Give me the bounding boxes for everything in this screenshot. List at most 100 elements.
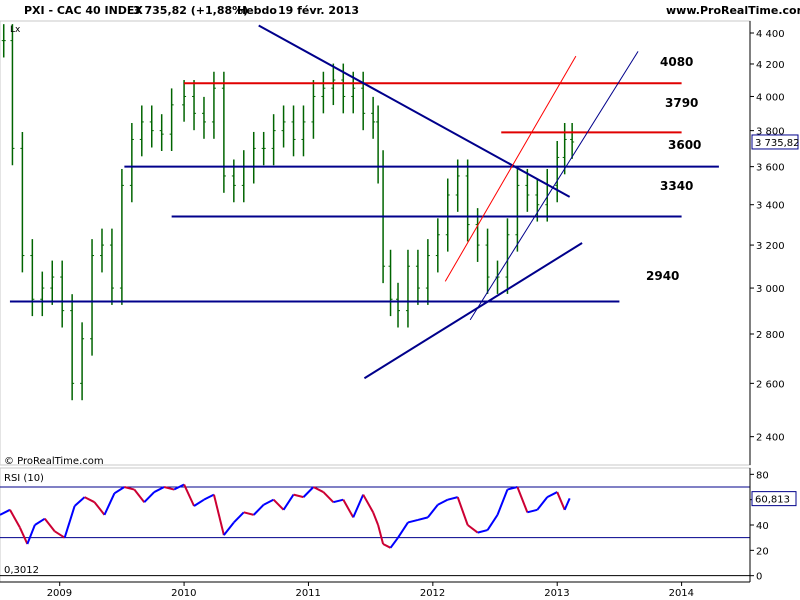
rsi-line-segment — [312, 486, 324, 493]
rsi-line-segment — [372, 511, 380, 526]
rsi-line-segment — [389, 537, 399, 549]
rsi-line-segment — [382, 543, 392, 549]
rsi-line-segment — [417, 516, 429, 521]
rsi-line-segment — [362, 494, 375, 513]
price-ytick-label: 4 000 — [756, 92, 785, 103]
chart-header: PXI - CAC 40 INDEX 3 735,82 (+1,88%) Heb… — [0, 0, 800, 22]
rsi-line-segment — [282, 494, 295, 511]
xtick-label: 2011 — [295, 588, 320, 599]
level-label-3790: 3790 — [665, 96, 698, 110]
rsi-plot-area — [0, 467, 751, 583]
price-ytick-label: 3 400 — [756, 201, 785, 212]
rsi-line-segment — [407, 518, 419, 524]
rsi-line-segment — [223, 521, 235, 536]
rsi-line-segment — [18, 527, 29, 545]
xtick-label: 2013 — [544, 588, 569, 599]
price-ytick-label: 2 600 — [756, 379, 785, 390]
rsi-title: RSI (10) — [4, 473, 44, 484]
rsi-line-segment — [397, 521, 409, 539]
level-label-3340: 3340 — [660, 179, 693, 193]
price-ytick-label: 3 800 — [756, 127, 785, 138]
xtick-label: 2014 — [669, 588, 694, 599]
price-ytick-label: 3 600 — [756, 163, 785, 174]
xtick-label: 2009 — [47, 588, 72, 599]
rsi-line-segment — [352, 494, 365, 518]
rsi-line-segment — [322, 491, 335, 503]
time-axis-area — [0, 582, 800, 600]
price-plot-area — [0, 20, 751, 466]
rsi-line-segment — [496, 489, 509, 516]
rsi-line-segment — [302, 486, 315, 498]
time-axis: 2009 2010 2011 2012 2013 2014 — [0, 581, 800, 600]
xtick-label: 2012 — [420, 588, 445, 599]
rsi-line-segment — [556, 491, 566, 511]
price-ytick-label: 3 000 — [756, 284, 785, 295]
rsi-line-segment — [34, 517, 46, 526]
xtick-label: 2010 — [171, 588, 196, 599]
rsi-line-segment — [63, 505, 76, 538]
rsi-last-value-box — [751, 491, 797, 507]
rsi-line-segment — [84, 496, 95, 504]
rsi-line-segment — [333, 498, 344, 504]
rsi-line-segment — [516, 486, 529, 513]
corner-label: Lx — [10, 25, 21, 35]
rsi-line-segment — [293, 493, 304, 499]
price-axis-area — [750, 21, 800, 465]
rsi-line-segment — [563, 498, 571, 511]
rsi-line-segment — [212, 494, 225, 536]
last-value-box — [751, 134, 799, 150]
price-panel: 4080 3790 3600 3340 2940 2 400 2 600 2 800 3 00… — [0, 20, 800, 467]
price-ytick-label: 4 200 — [756, 60, 785, 71]
rsi-line-segment — [133, 488, 146, 503]
rsi-line-segment — [272, 498, 285, 511]
rsi-ytick-label: 40 — [756, 521, 769, 532]
rsi-line-segment — [54, 530, 66, 539]
rsi-line-segment — [203, 493, 215, 501]
rsi-line-segment — [93, 501, 106, 516]
trend-line — [258, 24, 571, 198]
rsi-line-segment — [477, 529, 488, 534]
rsi-line-segment — [456, 496, 469, 526]
last-change-label: 3 735,82 (+1,88%) — [133, 4, 249, 17]
rsi-line-segment — [113, 486, 125, 495]
rsi-line-segment — [9, 509, 21, 529]
trend-line — [444, 55, 577, 282]
rsi-line-segment — [173, 483, 185, 491]
level-label-4080: 4080 — [660, 55, 693, 69]
level-label-3600: 3600 — [668, 138, 701, 152]
price-ytick-label: 2 400 — [756, 433, 785, 444]
ticker-label: PXI - CAC 40 INDEX — [24, 4, 143, 17]
rsi-last-value-label: 60,813 — [755, 495, 790, 506]
rsi-line-segment — [437, 498, 449, 506]
rsi-line-segment — [342, 499, 355, 518]
level-label-2940: 2940 — [646, 269, 679, 283]
rsi-ytick-label: 0 — [756, 572, 762, 583]
rsi-min-label: 0,3012 — [4, 565, 39, 576]
rsi-line-segment — [507, 486, 518, 491]
rsi-line-segment — [143, 491, 155, 503]
last-value-label: 3 735,82 — [755, 138, 800, 149]
rsi-line-segment — [193, 498, 205, 507]
rsi-line-segment — [263, 498, 275, 506]
rsi-panel: 02040608060,813 RSI (10) 0,3012 — [0, 467, 797, 583]
rsi-line-segment — [26, 524, 36, 545]
rsi-line-segment — [243, 511, 254, 516]
rsi-line-segment — [467, 524, 479, 534]
rsi-line-segment — [73, 496, 86, 507]
trend-line — [363, 242, 583, 380]
rsi-line-segment — [427, 504, 439, 519]
rsi-line-segment — [124, 486, 135, 491]
rsi-line-segment — [447, 496, 458, 501]
rsi-line-segment — [527, 508, 538, 514]
site-label: www.ProRealTime.com — [666, 4, 800, 17]
rsi-line-segment — [183, 484, 195, 507]
rsi-line-segment — [377, 524, 385, 545]
price-ytick-label: 2 800 — [756, 330, 785, 341]
rsi-line-segment — [253, 504, 265, 516]
copyright-label: © ProRealTime.com — [4, 456, 104, 467]
rsi-line-segment — [486, 514, 499, 531]
price-ytick-label: 4 400 — [756, 29, 785, 40]
frequency-label: Hebdo — [237, 4, 277, 17]
rsi-line-segment — [546, 491, 558, 499]
